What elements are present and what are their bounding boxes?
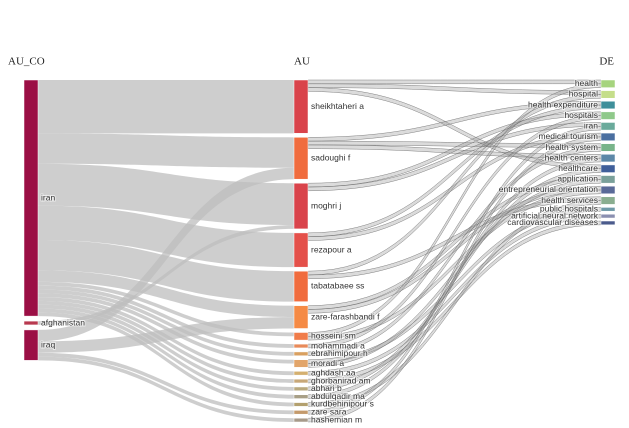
node xyxy=(293,332,309,341)
node xyxy=(293,394,309,399)
labels: iran afghanistan iraq sheikhtaheri a sadough… xyxy=(40,77,600,425)
node xyxy=(600,79,616,88)
link xyxy=(38,289,294,356)
node-label: entrepreneurial orientation xyxy=(499,184,599,194)
node xyxy=(600,111,616,120)
node xyxy=(293,417,309,423)
link xyxy=(38,356,294,422)
node xyxy=(293,137,309,180)
node xyxy=(293,79,309,134)
nodes xyxy=(23,79,616,423)
node xyxy=(293,232,309,268)
link xyxy=(38,133,294,168)
node-label: zare-farashbandi f xyxy=(311,311,380,321)
node-label: tabatabaee ss xyxy=(311,281,364,291)
link xyxy=(38,80,294,134)
link xyxy=(38,297,294,376)
node xyxy=(293,182,309,230)
node-label: hosseini sm xyxy=(311,331,356,341)
node-label: aghdash aa xyxy=(311,367,356,377)
node-label: moradi a xyxy=(311,358,344,368)
node-label: health services xyxy=(541,195,598,205)
node xyxy=(600,154,616,163)
node-label: health xyxy=(575,78,598,88)
link xyxy=(38,270,294,318)
node-label: ebrahimipour h xyxy=(311,348,368,358)
node xyxy=(293,371,309,376)
column-header: AU xyxy=(294,56,310,68)
link xyxy=(38,308,294,399)
node xyxy=(600,122,616,131)
node-label: application xyxy=(557,174,598,184)
node xyxy=(23,79,39,317)
node-label: healthcare xyxy=(558,163,598,173)
node xyxy=(600,196,616,205)
node xyxy=(293,402,309,407)
node xyxy=(23,329,39,361)
node xyxy=(293,386,309,392)
column-header: AU_CO xyxy=(8,56,45,68)
node-label: cardiovascular diseases xyxy=(507,217,598,227)
node-label: health centers xyxy=(545,152,598,162)
node xyxy=(600,185,616,195)
link xyxy=(38,285,294,348)
node-label: sheikhtaheri a xyxy=(311,101,364,111)
node-label: zare sara xyxy=(311,407,347,417)
node xyxy=(293,378,309,384)
node-label: health system xyxy=(546,142,598,152)
node xyxy=(600,175,616,184)
node-label: ghorbanirad am xyxy=(311,375,371,385)
node-label: hospitals xyxy=(564,110,598,120)
node-label: rezapour a xyxy=(311,244,352,254)
node-label: iraq xyxy=(41,339,55,349)
node-label: sadoughi f xyxy=(311,153,351,163)
link xyxy=(38,163,294,226)
node-label: medical tourism xyxy=(538,131,598,141)
column-header: DE xyxy=(599,56,614,68)
node-label: artificial neural network xyxy=(511,210,599,220)
node-label: kurdbehinipour s xyxy=(311,399,374,409)
node xyxy=(600,207,616,212)
link xyxy=(38,205,294,268)
node-label: abdulqadir ma xyxy=(311,391,365,401)
link xyxy=(307,79,602,85)
node-label: health expenditure xyxy=(528,99,598,109)
node xyxy=(293,305,309,329)
node xyxy=(293,343,309,349)
node xyxy=(600,90,616,99)
node xyxy=(600,164,616,173)
link xyxy=(38,167,294,342)
link xyxy=(38,300,294,383)
node-label: moghri j xyxy=(311,200,341,210)
link xyxy=(38,312,294,407)
link xyxy=(38,281,294,337)
node-label: mohammadi a xyxy=(311,340,365,350)
link xyxy=(38,352,294,415)
node-label: abhari b xyxy=(311,383,342,393)
node xyxy=(600,100,616,110)
node-label: iran xyxy=(41,192,55,202)
node xyxy=(600,220,616,226)
node xyxy=(293,410,309,415)
link xyxy=(38,239,294,302)
node xyxy=(600,143,616,152)
node xyxy=(600,213,616,219)
node xyxy=(293,270,309,302)
node-label: public hospitals xyxy=(540,204,598,214)
node xyxy=(293,351,309,356)
node xyxy=(600,132,616,141)
link xyxy=(38,304,294,391)
node-label: afghanistan xyxy=(41,317,85,327)
node-label: hospital xyxy=(569,89,598,99)
node xyxy=(293,359,309,368)
links xyxy=(38,79,602,423)
node xyxy=(23,320,39,326)
node-label: iran xyxy=(584,121,598,131)
link xyxy=(38,293,294,364)
node-label: hashemian m xyxy=(311,414,362,424)
